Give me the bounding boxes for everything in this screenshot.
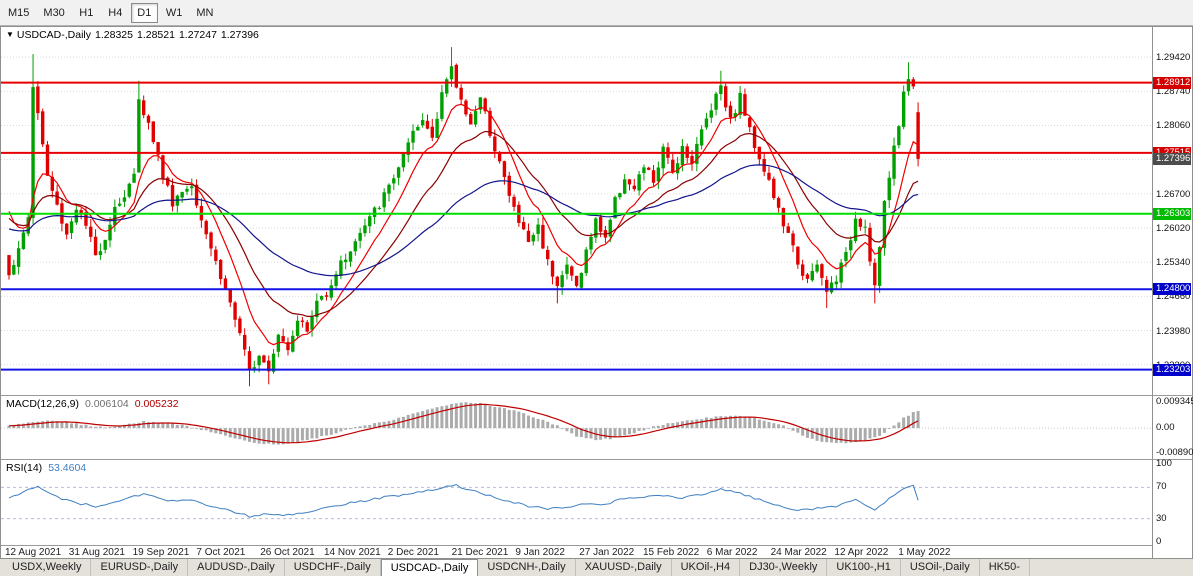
price-level-badge: 1.24800	[1153, 283, 1191, 296]
price-axis-tick: 1.28740	[1156, 86, 1191, 98]
tab-dj30-weekly[interactable]: DJ30-,Weekly	[740, 559, 828, 576]
symbol-label: USDCAD-,Daily	[16, 29, 92, 41]
pane-separator	[1153, 459, 1192, 460]
rsi-axis-tick: 70	[1156, 481, 1167, 493]
tab-eurusd-daily[interactable]: EURUSD-,Daily	[91, 559, 189, 576]
macd-label: MACD(12,26,9)	[6, 398, 79, 410]
tab-audusd-daily[interactable]: AUDUSD-,Daily	[188, 559, 285, 576]
date-axis-label: 12 Apr 2022	[834, 547, 889, 558]
timeframe-m15[interactable]: M15	[2, 3, 35, 23]
tab-usdcnh-daily[interactable]: USDCNH-,Daily	[478, 559, 576, 576]
tab-ukoil-h4[interactable]: UKOil-,H4	[672, 559, 741, 576]
rsi-axis-tick: 100	[1156, 458, 1172, 469]
rsi-header: RSI(14) 53.4604	[6, 462, 86, 474]
date-axis-label: 1 May 2022	[898, 547, 951, 558]
price-axis-tick: 1.23980	[1156, 325, 1191, 337]
date-axis-label: 6 Mar 2022	[706, 547, 758, 558]
rsi-value: 53.4604	[48, 462, 87, 474]
timeframe-w1[interactable]: W1	[160, 3, 189, 23]
date-axis-label: 12 Aug 2021	[5, 547, 62, 558]
date-axis-label: 2 Dec 2021	[387, 547, 439, 558]
tab-usdx-weekly[interactable]: USDX,Weekly	[3, 559, 92, 576]
pane-separator	[1153, 395, 1192, 396]
date-axis-label: 27 Jan 2022	[579, 547, 635, 558]
date-axis-label: 31 Aug 2021	[68, 547, 125, 558]
date-axis-label: 14 Nov 2021	[324, 547, 381, 558]
price-pane[interactable]: ▼ USDCAD-,Daily 1.28325 1.28521 1.27247 1.273…	[1, 27, 1152, 395]
tab-usdcad-daily[interactable]: USDCAD-,Daily	[380, 559, 479, 576]
date-axis[interactable]: 12 Aug 2021 31 Aug 2021 19 Sep 2021 7 Oct 2…	[1, 545, 1152, 558]
macd-header: MACD(12,26,9) 0.006104 0.005232	[6, 398, 179, 410]
current-price-badge: 1.27396	[1153, 152, 1191, 165]
tab-hk50[interactable]: HK50-	[980, 559, 1030, 576]
price-axis-tick: 1.26020	[1156, 223, 1191, 234]
chart-ohlc-header: ▼ USDCAD-,Daily 1.28325 1.28521 1.27247 1.273…	[6, 29, 259, 41]
date-axis-label: 7 Oct 2021	[196, 547, 246, 558]
price-level-badge: 1.23203	[1153, 363, 1191, 376]
symbol-dropdown-icon[interactable]: ▼	[6, 30, 14, 39]
rsi-axis-tick: 0	[1156, 536, 1162, 547]
price-axis-tick: 1.26700	[1156, 188, 1191, 200]
macd-value: 0.006104	[84, 398, 129, 410]
date-axis-label: 19 Sep 2021	[132, 547, 190, 558]
timeframe-m30[interactable]: M30	[37, 3, 70, 23]
price-axis[interactable]: 1.294201.287401.280601.273801.267001.260…	[1152, 27, 1193, 558]
timeframe-mn[interactable]: MN	[190, 3, 219, 23]
date-axis-label: 21 Dec 2021	[451, 547, 509, 558]
ohlc-low: 1.27247	[178, 29, 217, 41]
tab-usoil-daily[interactable]: USOil-,Daily	[901, 559, 980, 576]
macd-chart-canvas[interactable]	[1, 396, 1152, 459]
date-axis-label: 24 Mar 2022	[770, 547, 827, 558]
tab-usdchf-daily[interactable]: USDCHF-,Daily	[285, 559, 381, 576]
ohlc-open: 1.28325	[95, 29, 133, 41]
macd-axis-tick: 0.00	[1156, 422, 1175, 434]
timeframe-h4[interactable]: H4	[102, 3, 129, 23]
price-axis-tick: 1.25340	[1156, 257, 1191, 269]
rsi-axis-tick: 30	[1156, 512, 1167, 524]
tab-xauusd-daily[interactable]: XAUUSD-,Daily	[576, 559, 672, 576]
date-axis-label: 9 Jan 2022	[515, 547, 565, 558]
timeframe-toolbar: M15 M30 H1 H4 D1 W1 MN	[0, 0, 1193, 26]
price-level-badge: 1.28912	[1153, 76, 1191, 89]
price-axis-tick: 1.29420	[1156, 52, 1191, 64]
timeframe-d1[interactable]: D1	[130, 2, 158, 23]
ohlc-close: 1.27396	[220, 29, 259, 41]
price-chart-canvas[interactable]	[1, 27, 1152, 395]
rsi-label: RSI(14)	[6, 462, 43, 474]
tab-uk100-h1[interactable]: UK100-,H1	[827, 559, 901, 576]
macd-axis-tick: 0.009345	[1156, 396, 1193, 407]
date-axis-label: 26 Oct 2021	[260, 547, 315, 558]
chart-tabbar: USDX,Weekly EURUSD-,Daily AUDUSD-,Daily …	[0, 559, 1193, 576]
macd-signal-value: 0.005232	[134, 398, 179, 410]
price-axis-tick: 1.24660	[1156, 291, 1191, 303]
timeframe-h1[interactable]: H1	[73, 3, 100, 23]
price-level-badge: 1.26303	[1153, 207, 1191, 220]
rsi-chart-canvas[interactable]	[1, 460, 1152, 545]
rsi-pane[interactable]: RSI(14) 53.4604	[1, 459, 1152, 545]
macd-pane[interactable]: MACD(12,26,9) 0.006104 0.005232	[1, 395, 1152, 459]
ohlc-high: 1.28521	[136, 29, 175, 41]
chart-window: ▼ USDCAD-,Daily 1.28325 1.28521 1.27247 1.273…	[0, 26, 1193, 559]
date-axis-label: 15 Feb 2022	[643, 547, 700, 558]
macd-axis-tick: -0.00890	[1156, 447, 1193, 458]
price-axis-tick: 1.28060	[1156, 120, 1191, 132]
